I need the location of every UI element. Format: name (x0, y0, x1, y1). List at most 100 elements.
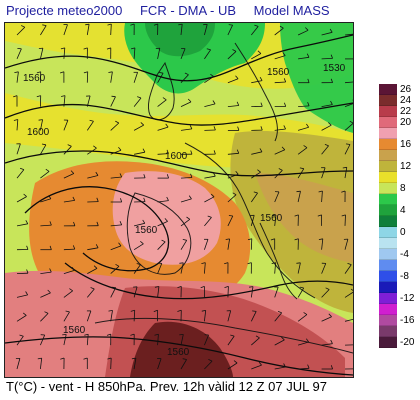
wind-barb-tick (38, 47, 43, 49)
legend-swatch (379, 128, 397, 139)
wind-barb-icon (180, 74, 189, 83)
legend-swatch (379, 117, 397, 128)
wind-barb-icon (250, 286, 254, 298)
wind-barb-tick (159, 72, 164, 74)
wind-barb-tick (283, 78, 287, 83)
wind-barb-tick (120, 198, 123, 203)
wind-barb-tick (83, 357, 88, 360)
wind-barb-tick (41, 143, 46, 146)
wind-barb-icon (227, 105, 239, 107)
wind-barb-icon (87, 175, 99, 179)
wind-barb-tick (318, 190, 323, 193)
wind-barb-tick (200, 286, 205, 289)
wind-barb-tick (330, 100, 333, 105)
legend-swatch (379, 238, 397, 249)
wind-barb-tick (190, 173, 193, 178)
wind-barb-icon (157, 241, 166, 250)
wind-barb-tick (257, 169, 261, 173)
wind-barb-icon (157, 126, 169, 131)
wind-barb-tick (23, 193, 27, 197)
wind-barb-tick (178, 23, 183, 26)
wind-barb-tick (143, 174, 146, 179)
isobar-line (24, 186, 170, 272)
wind-barb-icon (274, 81, 286, 84)
wind-barb-icon (344, 238, 349, 250)
wind-barb-tick (177, 286, 182, 288)
wind-barb-tick (166, 174, 169, 179)
wind-barb-icon (344, 318, 353, 322)
wind-barb-tick (108, 310, 113, 312)
wind-barb-tick (236, 101, 240, 106)
legend-swatch (379, 84, 397, 95)
legend-swatch (379, 293, 397, 304)
wind-barb-tick (111, 286, 116, 288)
wind-barb-tick (25, 220, 29, 224)
wind-barb-tick (182, 239, 187, 241)
coastline-outline (94, 42, 353, 354)
legend-label: 16 (400, 139, 412, 150)
wind-barb-tick (95, 171, 99, 176)
wind-barb-tick (342, 166, 347, 169)
wind-barb-tick (60, 47, 65, 50)
legend-label: 8 (400, 183, 406, 194)
wind-barb-tick (247, 262, 252, 265)
wind-barb-tick (330, 78, 333, 83)
wind-barb-tick (230, 334, 235, 337)
wind-barb-tick (305, 27, 309, 31)
wind-barb-icon (227, 194, 237, 203)
wind-barb-tick (257, 50, 262, 54)
wind-barb-tick (130, 309, 135, 312)
wind-barb-tick (115, 263, 120, 267)
wind-barb-tick (305, 338, 310, 343)
wind-barb-icon (180, 262, 184, 274)
wind-barb-tick (60, 357, 65, 360)
isobar-label: 1600 (27, 127, 50, 138)
wind-barb-icon (204, 76, 214, 84)
map-canvas: 1560 1560 1530 1600 1600 1560 1560 1560 … (5, 23, 353, 377)
wind-barb-icon (86, 95, 91, 107)
wind-barb-tick (189, 125, 193, 130)
wind-barb-icon (40, 313, 49, 322)
wind-barb-tick (130, 333, 135, 336)
wind-barb-tick (260, 102, 263, 107)
wind-barb-tick (187, 98, 192, 103)
wind-barb-tick (21, 25, 25, 28)
wind-barb-icon (87, 268, 98, 274)
wind-barb-tick (95, 244, 99, 248)
wind-barb-tick (224, 262, 229, 265)
fill-darkgreen-north (145, 23, 215, 57)
wind-barb-icon (321, 238, 324, 250)
wind-barb-tick (65, 310, 70, 313)
wind-barb-icon (110, 176, 122, 179)
wind-barb-tick (71, 266, 75, 271)
legend-swatch (379, 194, 397, 205)
legend-label: -20 (400, 337, 415, 348)
wind-barb-tick (282, 52, 286, 56)
wind-barb-tick (330, 365, 333, 370)
legend-swatch (379, 172, 397, 183)
wind-barb-tick (67, 144, 72, 147)
wind-barb-icon (204, 217, 212, 227)
wind-barb-tick (325, 287, 330, 290)
wind-barb-tick (166, 196, 169, 201)
wind-barb-icon (110, 357, 112, 370)
wind-barb-tick (96, 221, 99, 226)
legend-label: -16 (400, 315, 415, 326)
legend-swatch (379, 139, 397, 150)
wind-barb-tick (143, 197, 146, 202)
wind-barb-tick (307, 78, 310, 83)
wind-barb-icon (321, 289, 330, 298)
wind-barb-icon (16, 26, 26, 36)
wind-barb-icon (40, 119, 43, 131)
legend-color-bar (379, 84, 397, 348)
wind-barb-tick (70, 170, 75, 174)
wind-barb-icon (321, 58, 333, 60)
wind-barb-icon (344, 167, 348, 179)
wind-barb-tick (206, 48, 211, 51)
wind-barb-tick (83, 47, 88, 50)
wind-barb-icon (157, 153, 169, 155)
wind-barb-tick (73, 221, 76, 226)
wind-barb-icon (274, 214, 277, 226)
wind-barb-tick (349, 120, 353, 124)
wind-barb-icon (298, 56, 310, 60)
